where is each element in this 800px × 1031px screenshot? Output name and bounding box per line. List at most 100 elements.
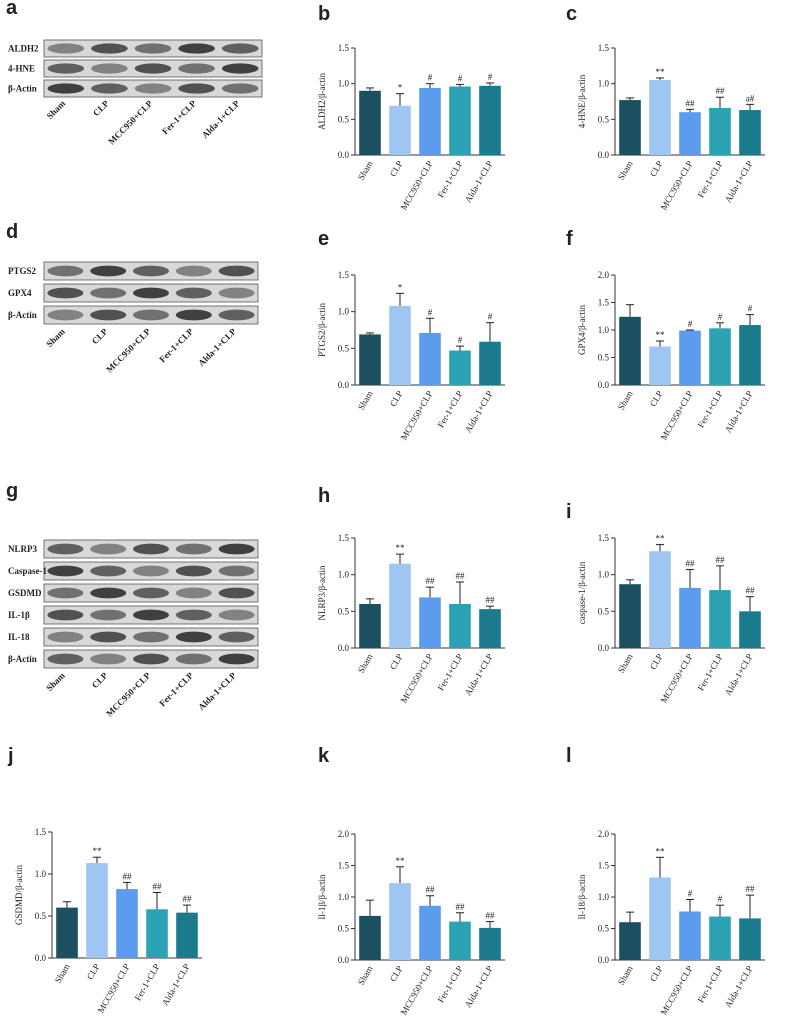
blot-band: [90, 543, 127, 555]
x-tick-label: Fer-1+CLP: [436, 389, 465, 429]
error-bar: [626, 911, 634, 923]
error-bar: [716, 96, 724, 108]
y-tick-label: 0.5: [598, 114, 610, 124]
bar: [479, 609, 501, 648]
error-bar: [456, 345, 464, 351]
blot-band: [47, 543, 84, 555]
x-tick-label: MCC950+CLP: [399, 652, 435, 705]
significance-label: #: [458, 73, 463, 83]
bar: [619, 584, 641, 648]
x-tick-label: Alda-1+CLP: [723, 389, 755, 434]
y-tick-label: 1.5: [338, 43, 350, 53]
error-bar: [396, 292, 404, 306]
bar: [389, 883, 411, 960]
bar: [449, 921, 471, 960]
significance-label: #: [718, 312, 723, 322]
error-bar: [626, 304, 634, 317]
error-bar: [686, 569, 694, 588]
blot-band: [218, 631, 255, 643]
error-bar: [686, 329, 694, 331]
x-tick-label: Alda-1+CLP: [463, 389, 495, 434]
x-tick-label: CLP: [85, 962, 102, 981]
y-tick-label: 2.0: [338, 829, 350, 839]
y-axis-label: Il-1β/β-actin: [317, 874, 327, 920]
significance-label: #: [748, 304, 753, 314]
bar: [449, 86, 471, 155]
significance-label: ##: [486, 911, 496, 921]
blot-band: [178, 43, 215, 54]
blot-band: [218, 609, 255, 621]
bar: [419, 597, 441, 648]
x-tick-label: Fer-1+CLP: [696, 159, 725, 199]
y-tick-label: 1.0: [338, 892, 350, 902]
blot-row-label: GPX4: [8, 288, 32, 298]
error-bar: [366, 87, 374, 91]
x-tick-label: MCC950+CLP: [399, 159, 435, 212]
panel-label: g: [6, 480, 18, 502]
significance-label: *: [398, 282, 403, 292]
blot-band: [91, 63, 128, 74]
y-tick-label: 1.5: [598, 861, 610, 871]
lane-label: Fer-1+CLP: [157, 326, 195, 364]
significance-label: #: [488, 72, 493, 82]
bar: [739, 611, 761, 648]
blot-band: [175, 631, 212, 643]
x-tick-label: Alda-1+CLP: [160, 962, 192, 1007]
x-tick-label: MCC950+CLP: [659, 964, 695, 1017]
significance-label: #: [488, 312, 493, 322]
blot-strip: [43, 561, 259, 581]
bar: [359, 915, 381, 960]
blot-band: [218, 653, 255, 665]
bar: [449, 604, 471, 648]
blot-band: [133, 565, 169, 577]
panel-label: h: [318, 485, 330, 507]
error-bar: [456, 581, 464, 604]
blot-band: [218, 587, 255, 599]
y-tick-label: 1.0: [598, 570, 610, 580]
lane-label: CLP: [91, 98, 111, 118]
blot-band: [175, 543, 212, 555]
bar: [739, 918, 761, 960]
y-tick-label: 0.0: [598, 955, 610, 965]
x-tick-label: MCC950+CLP: [659, 389, 695, 442]
error-bar: [153, 891, 161, 910]
x-tick-label: Sham: [616, 159, 635, 182]
error-bar: [686, 108, 694, 113]
blot-row-label: GSDMD: [8, 588, 42, 598]
panel-label: d: [6, 221, 18, 243]
blot-band: [90, 287, 127, 299]
y-tick-label: 1.5: [598, 298, 610, 308]
blot-band: [175, 609, 212, 621]
significance-label: ##: [716, 86, 726, 96]
error-bar: [396, 93, 404, 106]
error-bar: [716, 565, 724, 591]
blot-band: [47, 587, 84, 599]
bar: [709, 107, 731, 155]
lane-label: CLP: [90, 670, 110, 690]
significance-label: ##: [456, 571, 466, 581]
error-bar: [396, 553, 404, 564]
x-tick-label: Fer-1+CLP: [436, 159, 465, 199]
lane-label: Alda-1+CLP: [196, 326, 238, 368]
y-tick-label: 2.0: [598, 270, 610, 280]
blot-band: [134, 63, 172, 74]
x-tick-label: CLP: [648, 389, 665, 408]
y-tick-label: 1.0: [598, 325, 610, 335]
x-tick-label: Alda-1+CLP: [723, 964, 755, 1009]
lane-label: Sham: [44, 326, 67, 349]
error-bar: [746, 596, 754, 612]
significance-label: #: [458, 335, 463, 345]
x-tick-label: Sham: [616, 964, 635, 987]
significance-label: ##: [426, 576, 436, 586]
significance-label: ##: [746, 884, 756, 894]
significance-label: ##: [686, 559, 696, 569]
panel-label: l: [566, 745, 572, 767]
error-bar: [746, 103, 754, 111]
bar: [649, 877, 671, 960]
x-tick-label: Sham: [356, 159, 375, 182]
x-tick-label: CLP: [648, 159, 665, 178]
blot-band: [90, 609, 127, 621]
blot-band: [133, 631, 169, 643]
significance-label: **: [396, 856, 406, 866]
